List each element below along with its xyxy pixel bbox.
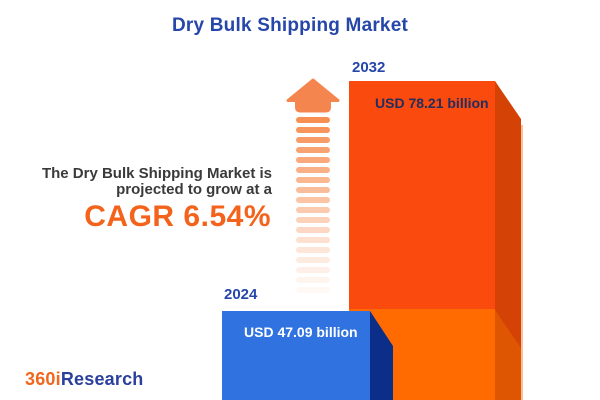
bar-2032-side-lower: [495, 310, 521, 400]
bar-2032-side: [495, 81, 521, 400]
bar-2024-face: [222, 311, 370, 400]
growth-text-line1: The Dry Bulk Shipping Market is: [41, 165, 272, 182]
chart-title: Dry Bulk Shipping Market: [171, 15, 408, 36]
bar-2032-value-label: USD 78.21 billion: [375, 95, 489, 111]
cagr-value: CAGR 6.54%: [84, 200, 271, 233]
bar-2024-value-label: USD 47.09 billion: [244, 324, 358, 340]
arrow-trail-stripes-icon: [296, 117, 330, 293]
logo: 360iResearch: [25, 369, 144, 390]
year-label-2032: 2032: [352, 59, 386, 76]
growth-arrow-icon: [286, 78, 340, 113]
bar-2032-edge-highlight: [521, 125, 523, 400]
year-label-2024: 2024: [224, 286, 258, 303]
growth-text-line2: projected to grow at a: [116, 181, 272, 198]
logo-360i: 360i: [25, 369, 61, 389]
logo-research: Research: [60, 369, 144, 389]
market-growth-text: The Dry Bulk Shipping Market is projecte…: [42, 166, 272, 198]
